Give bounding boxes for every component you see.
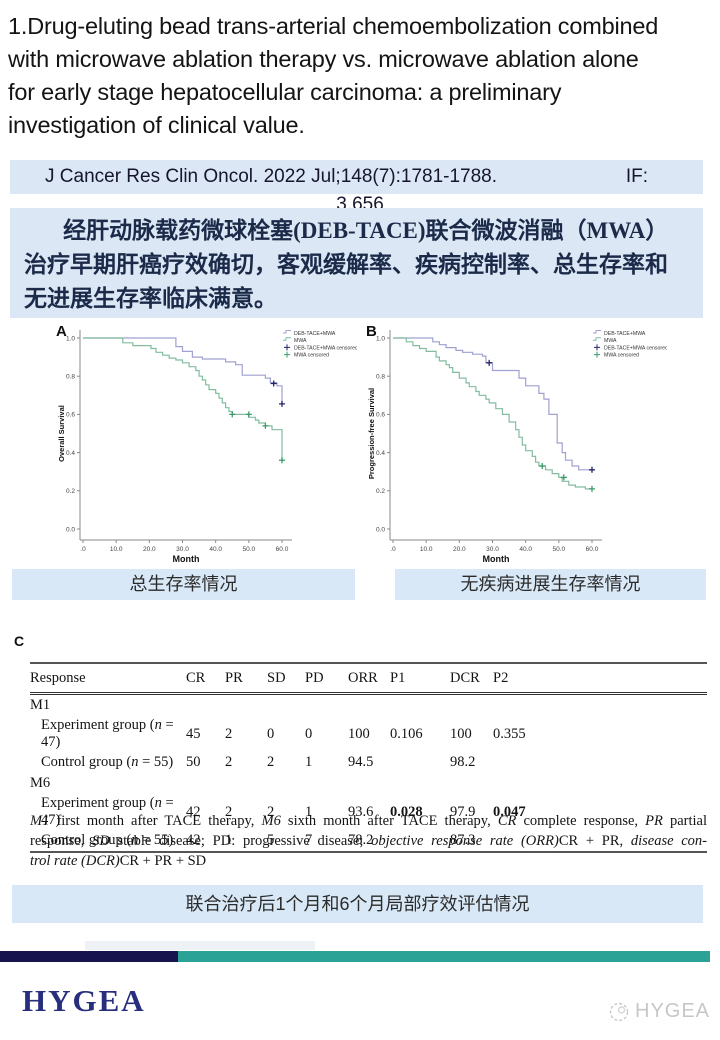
svg-text:60.0: 60.0 [276, 546, 289, 553]
table-group-row: M1 [30, 697, 51, 713]
hygea-logo-icon [609, 1002, 629, 1021]
summary-line: 经肝动脉载药微球栓塞(DEB-TACE)联合微波消融（MWA） [63, 218, 669, 243]
svg-text:MWA censored: MWA censored [604, 353, 639, 359]
svg-text:DEB-TACE+MWA: DEB-TACE+MWA [294, 331, 336, 337]
column-header: Response [30, 663, 186, 695]
svg-text:30.0: 30.0 [176, 546, 189, 553]
paper-title-line: with microwave ablation therapy vs. micr… [8, 46, 639, 72]
svg-text:10.0: 10.0 [420, 546, 433, 553]
panel-c-label: C [14, 633, 25, 649]
svg-text:MWA: MWA [604, 338, 617, 344]
table-row: Control group (n = 55) 42 1 5 7 78.2 87.3 [41, 832, 476, 848]
table-footnote: M1 first month after TACE therapy, M6 si… [30, 813, 708, 869]
response-table-body: M1 Experiment group (n = 47) 45 2 0 0 100 0.106… [30, 694, 707, 853]
svg-text:20.0: 20.0 [143, 546, 156, 553]
svg-text:1.0: 1.0 [376, 335, 385, 342]
svg-text:0.0: 0.0 [66, 526, 75, 533]
svg-text:0.2: 0.2 [376, 488, 385, 495]
svg-text:Progression-free Survival: Progression-free Survival [367, 388, 376, 479]
column-header: PR [225, 663, 267, 695]
table-group-row: M6 [30, 775, 51, 791]
svg-text:50.0: 50.0 [243, 546, 256, 553]
svg-text:A: A [56, 323, 67, 340]
svg-text:0.8: 0.8 [66, 374, 75, 381]
svg-text:0.6: 0.6 [66, 412, 75, 419]
column-header: DCR [450, 663, 493, 695]
response-table: Response CR PR SD PD ORR P1 DCR P2 M1 Experiment … [30, 662, 707, 853]
footer-navy-bar [0, 951, 178, 962]
svg-text:Month: Month [173, 554, 200, 564]
paper-title-line: for early stage hepatocellular carcinoma… [8, 79, 562, 105]
hygea-watermark: HYGEA [608, 1000, 710, 1023]
svg-text:DEB-TACE+MWA censored: DEB-TACE+MWA censored [604, 345, 667, 351]
svg-text:50.0: 50.0 [553, 546, 566, 553]
svg-text:DEB-TACE+MWA censored: DEB-TACE+MWA censored [294, 345, 357, 351]
column-header: ORR [348, 663, 390, 695]
column-header: P1 [390, 663, 450, 695]
column-header: CR [186, 663, 225, 695]
footer-teal-bar [178, 951, 710, 962]
svg-text:.0: .0 [390, 546, 396, 553]
svg-text:1.0: 1.0 [66, 335, 75, 342]
svg-text:60.0: 60.0 [586, 546, 599, 553]
table-row: Experiment group (n = 47) 45 2 0 0 100 0.106 10… [41, 717, 526, 750]
svg-text:20.0: 20.0 [453, 546, 466, 553]
column-header: PD [305, 663, 348, 695]
svg-text:0.6: 0.6 [376, 412, 385, 419]
svg-text:Overall Survival: Overall Survival [57, 405, 66, 462]
paper-title-line: 1.Drug-eluting bead trans-arterial chemo… [8, 13, 659, 39]
svg-text:0.4: 0.4 [66, 450, 75, 457]
table-row: Control group (n = 55) 50 2 2 1 94.5 98.2 [41, 754, 476, 770]
caption-overall-survival: 总生存率情况 [12, 569, 355, 600]
ghost-watermark [85, 941, 315, 950]
svg-text:0.8: 0.8 [376, 374, 385, 381]
svg-text:B: B [366, 323, 377, 340]
svg-text:30.0: 30.0 [486, 546, 499, 553]
chinese-summary-banner: 经肝动脉载药微球栓塞(DEB-TACE)联合微波消融（MWA） 治疗早期肝癌疗效… [10, 208, 703, 318]
caption-table: 联合治疗后1个月和6个月局部疗效评估情况 [12, 885, 703, 923]
svg-text:DEB-TACE+MWA: DEB-TACE+MWA [604, 331, 646, 337]
km-chart-overall-survival: A 0.0 0.2 0.4 0.6 0.8 1.0 .0 10.0 20.0 30.0 40.0 50.… [56, 323, 357, 564]
journal-citation-text: J Cancer Res Clin Oncol. 2022 Jul;148(7)… [45, 166, 498, 187]
column-header: P2 [493, 663, 707, 695]
response-table-head: Response CR PR SD PD ORR P1 DCR P2 [30, 663, 707, 695]
svg-text:.0: .0 [80, 546, 86, 553]
svg-text:Month: Month [483, 554, 510, 564]
journal-citation-bar: J Cancer Res Clin Oncol. 2022 Jul;148(7)… [10, 160, 703, 194]
svg-text:0.0: 0.0 [376, 526, 385, 533]
km-chart-progression-free-survival: B 0.0 0.2 0.4 0.6 0.8 1.0 .0 10.0 20.0 30.0 40.0 50.… [366, 323, 667, 564]
paper-title-line: investigation of clinical value. [8, 112, 305, 138]
svg-text:MWA: MWA [294, 338, 307, 344]
svg-text:0.2: 0.2 [66, 488, 75, 495]
paper-title: 1.Drug-eluting bead trans-arterial chemo… [8, 10, 714, 142]
summary-line: 无进展生存率临床满意。 [24, 286, 277, 311]
svg-text:10.0: 10.0 [110, 546, 123, 553]
svg-text:MWA censored: MWA censored [294, 353, 329, 359]
summary-line: 治疗早期肝癌疗效确切，客观缓解率、疾病控制率、总生存率和 [24, 252, 668, 277]
svg-text:40.0: 40.0 [209, 546, 222, 553]
column-header: SD [267, 663, 305, 695]
hygea-logo-text: HYGEA [22, 983, 146, 1018]
table-row: Experiment group (n = 47) 42 2 2 1 93.6 0.028 9… [41, 795, 526, 828]
caption-progression-free-survival: 无疾病进展生存率情况 [395, 569, 706, 600]
svg-text:0.4: 0.4 [376, 450, 385, 457]
svg-text:40.0: 40.0 [519, 546, 532, 553]
impact-factor-label: IF: [625, 166, 648, 187]
hygea-watermark-text: HYGEA [635, 1000, 711, 1022]
